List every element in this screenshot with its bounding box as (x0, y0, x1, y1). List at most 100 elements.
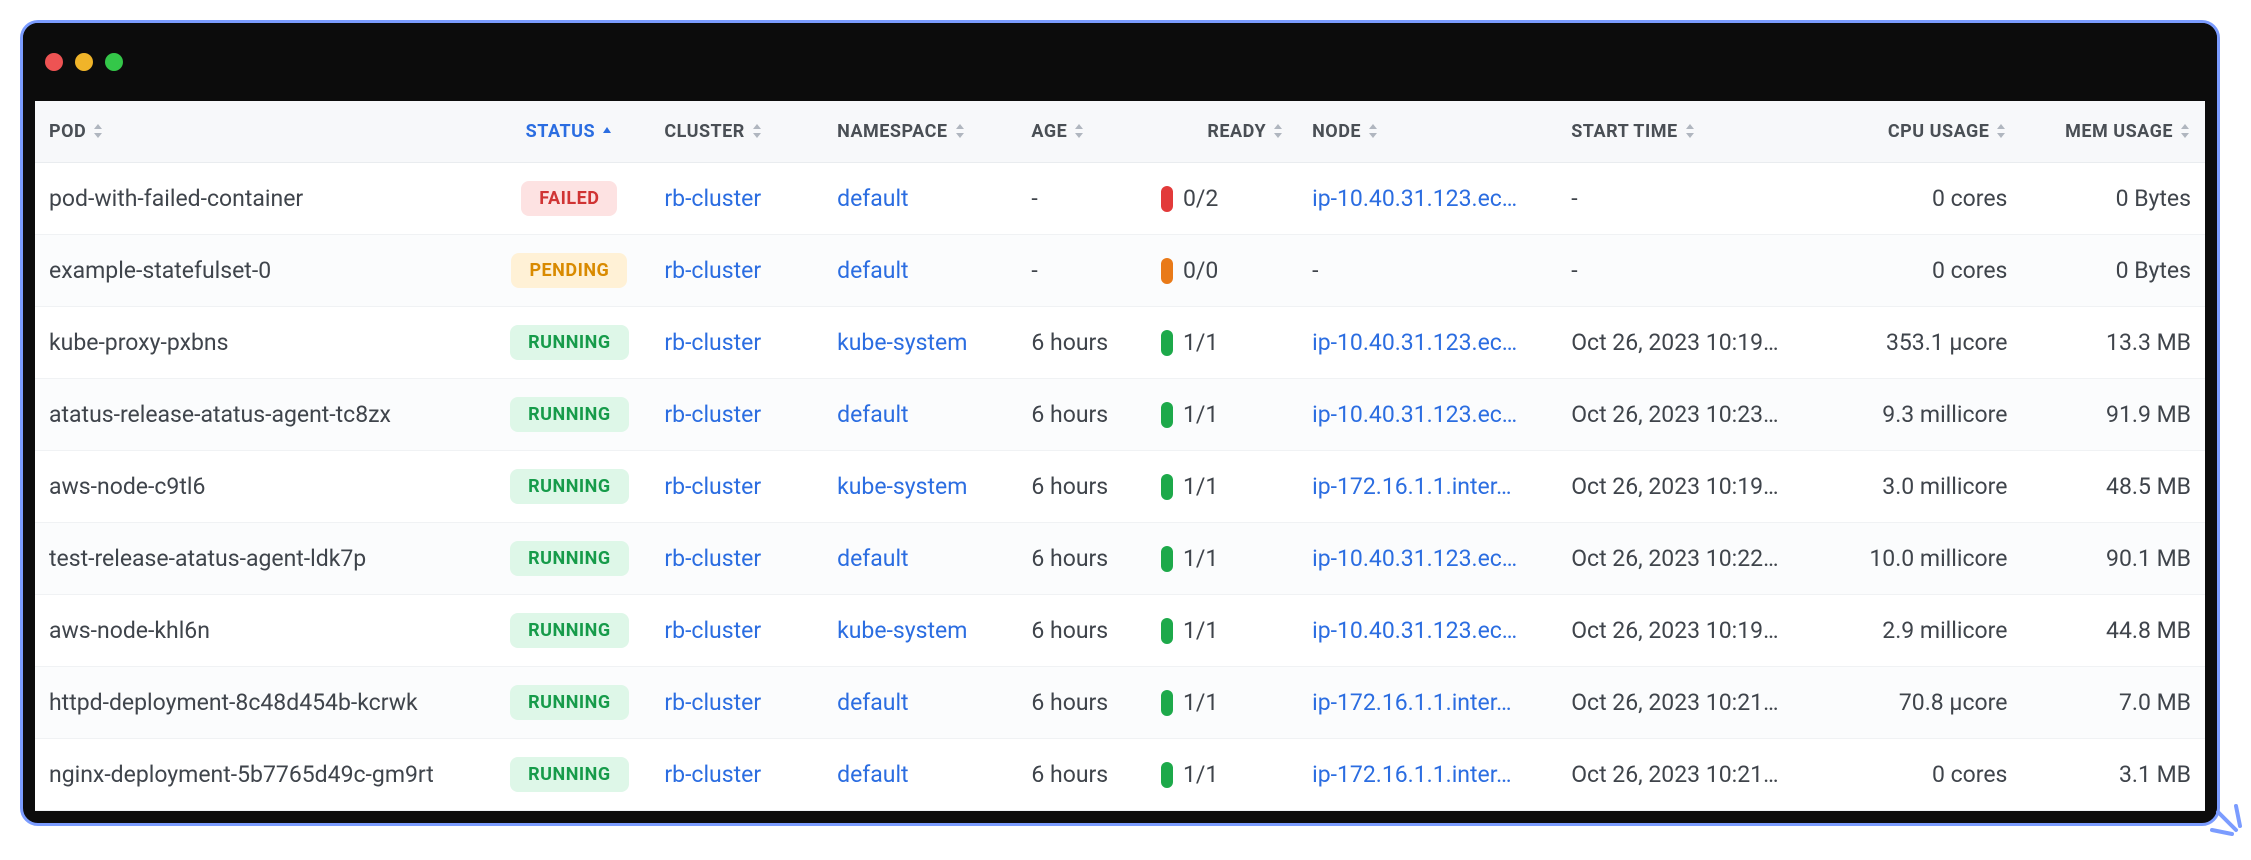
ready-pill-icon (1161, 186, 1173, 212)
table-row[interactable]: test-release-atatus-agent-ldk7pRUNNINGrb… (35, 523, 2205, 595)
node-cell[interactable]: ip-10.40.31.123.ec… (1298, 307, 1557, 379)
mem-usage-cell: 48.5 MB (2021, 451, 2205, 523)
cluster-cell[interactable]: rb-cluster (650, 451, 823, 523)
pod-name-cell[interactable]: httpd-deployment-8c48d454b-kcrwk (35, 667, 488, 739)
table-row[interactable]: atatus-release-atatus-agent-tc8zxRUNNING… (35, 379, 2205, 451)
ready-text: 1/1 (1183, 545, 1218, 572)
ready-cell: 1/1 (1147, 595, 1298, 667)
column-header-status[interactable]: STATUS (488, 101, 650, 163)
ready-pill-icon (1161, 762, 1173, 788)
namespace-cell-text: default (837, 401, 908, 428)
sort-icon (954, 123, 966, 142)
pod-name-cell[interactable]: example-statefulset-0 (35, 235, 488, 307)
table-row[interactable]: aws-node-c9tl6RUNNINGrb-clusterkube-syst… (35, 451, 2205, 523)
column-header-age[interactable]: AGE (1017, 101, 1147, 163)
pod-name-cell[interactable]: test-release-atatus-agent-ldk7p (35, 523, 488, 595)
pod-name-cell-text: kube-proxy-pxbns (49, 329, 228, 356)
column-header-label: NODE (1312, 121, 1361, 142)
window-close-dot[interactable] (45, 53, 63, 71)
cpu-usage-cell-text: 0 cores (1932, 185, 2007, 212)
column-header-mem[interactable]: MEM USAGE (2021, 101, 2205, 163)
start-time-cell-text: - (1571, 185, 1577, 212)
pod-name-cell-text: nginx-deployment-5b7765d49c-gm9rt (49, 761, 434, 788)
table-row[interactable]: aws-node-khl6n RUNNING rb-clusterkube-syst… (35, 595, 2205, 667)
start-time-cell: - (1557, 235, 1816, 307)
column-header-namespace[interactable]: NAMESPACE (823, 101, 1017, 163)
cpu-usage-cell: 10.0 millicore (1816, 523, 2021, 595)
table-row[interactable]: nginx-deployment-5b7765d49c-gm9rtRUNNING… (35, 739, 2205, 811)
column-header-start[interactable]: START TIME (1557, 101, 1816, 163)
namespace-cell[interactable]: default (823, 163, 1017, 235)
node-cell[interactable]: ip-172.16.1.1.inter… (1298, 739, 1557, 811)
node-cell[interactable]: ip-10.40.31.123.ec… (1298, 523, 1557, 595)
table-row[interactable]: example-statefulset-0PENDINGrb-clusterde… (35, 235, 2205, 307)
node-cell[interactable]: ip-172.16.1.1.inter… (1298, 667, 1557, 739)
start-time-cell-text: Oct 26, 2023 10:19… (1571, 329, 1778, 356)
start-time-cell: Oct 26, 2023 10:19… (1557, 595, 1816, 667)
pod-name-cell[interactable]: atatus-release-atatus-agent-tc8zx (35, 379, 488, 451)
column-header-cpu[interactable]: CPU USAGE (1816, 101, 2021, 163)
pod-name-cell[interactable]: kube-proxy-pxbns (35, 307, 488, 379)
mem-usage-cell: 91.9 MB (2021, 379, 2205, 451)
status-badge: FAILED (521, 181, 617, 216)
window-minimize-dot[interactable] (75, 53, 93, 71)
window-maximize-dot[interactable] (105, 53, 123, 71)
cluster-cell[interactable]: rb-cluster (650, 595, 823, 667)
column-header-pod[interactable]: POD (35, 101, 488, 163)
start-time-cell: - (1557, 163, 1816, 235)
ready-cell: 1/1 (1147, 739, 1298, 811)
cpu-usage-cell-text: 10.0 millicore (1869, 545, 2007, 572)
cluster-cell[interactable]: rb-cluster (650, 739, 823, 811)
table-row[interactable]: pod-with-failed-container FAILED rb-cluste… (35, 163, 2205, 235)
mem-usage-cell: 3.1 MB (2021, 739, 2205, 811)
pods-table: PODSTATUSCLUSTERNAMESPACEAGEREADY NODE STA… (35, 101, 2205, 811)
node-cell-text: ip-10.40.31.123.ec… (1312, 545, 1517, 572)
cpu-usage-cell: 70.8 µcore (1816, 667, 2021, 739)
status-badge: RUNNING (510, 613, 629, 648)
namespace-cell[interactable]: default (823, 235, 1017, 307)
node-cell[interactable]: ip-172.16.1.1.inter… (1298, 451, 1557, 523)
table-row[interactable]: httpd-deployment-8c48d454b-kcrwkRUNNINGr… (35, 667, 2205, 739)
ready-wrapper: 0/0 (1161, 257, 1284, 284)
cpu-usage-cell: 3.0 millicore (1816, 451, 2021, 523)
sort-icon (751, 123, 763, 142)
namespace-cell[interactable]: default (823, 667, 1017, 739)
cluster-cell[interactable]: rb-cluster (650, 163, 823, 235)
pod-name-cell[interactable]: nginx-deployment-5b7765d49c-gm9rt (35, 739, 488, 811)
pod-name-cell[interactable]: pod-with-failed-container (35, 163, 488, 235)
column-header-node[interactable]: NODE (1298, 101, 1557, 163)
namespace-cell-text: default (837, 761, 908, 788)
namespace-cell[interactable]: default (823, 379, 1017, 451)
table-row[interactable]: kube-proxy-pxbnsRUNNINGrb-clusterkube-sy… (35, 307, 2205, 379)
node-cell-text: ip-10.40.31.123.ec… (1312, 401, 1517, 428)
namespace-cell[interactable]: kube-system (823, 307, 1017, 379)
column-header-cluster[interactable]: CLUSTER (650, 101, 823, 163)
namespace-cell[interactable]: kube-system (823, 451, 1017, 523)
mem-usage-cell-text: 0 Bytes (2116, 257, 2191, 284)
pods-panel: PODSTATUSCLUSTERNAMESPACEAGEREADY NODE STA… (35, 101, 2205, 811)
age-cell-text: 6 hours (1031, 473, 1108, 500)
namespace-cell[interactable]: default (823, 739, 1017, 811)
namespace-cell[interactable]: kube-system (823, 595, 1017, 667)
cluster-cell-text: rb-cluster (664, 185, 761, 212)
start-time-cell: Oct 26, 2023 10:19… (1557, 307, 1816, 379)
mem-usage-cell: 13.3 MB (2021, 307, 2205, 379)
cluster-cell[interactable]: rb-cluster (650, 235, 823, 307)
ready-wrapper: 0/2 (1161, 185, 1284, 212)
node-cell[interactable]: ip-10.40.31.123.ec… (1298, 595, 1557, 667)
cluster-cell[interactable]: rb-cluster (650, 307, 823, 379)
ready-wrapper: 1/1 (1161, 401, 1284, 428)
cluster-cell-text: rb-cluster (664, 401, 761, 428)
cluster-cell[interactable]: rb-cluster (650, 523, 823, 595)
cluster-cell[interactable]: rb-cluster (650, 379, 823, 451)
age-cell: - (1017, 163, 1147, 235)
pod-name-cell[interactable]: aws-node-c9tl6 (35, 451, 488, 523)
pod-name-cell[interactable]: aws-node-khl6n (35, 595, 488, 667)
ready-text: 1/1 (1183, 617, 1218, 644)
namespace-cell[interactable]: default (823, 523, 1017, 595)
node-cell[interactable]: ip-10.40.31.123.ec… (1298, 379, 1557, 451)
cluster-cell[interactable]: rb-cluster (650, 667, 823, 739)
column-header-ready[interactable]: READY (1147, 101, 1298, 163)
node-cell[interactable]: ip-10.40.31.123.ec… (1298, 163, 1557, 235)
ready-wrapper: 1/1 (1161, 617, 1284, 644)
